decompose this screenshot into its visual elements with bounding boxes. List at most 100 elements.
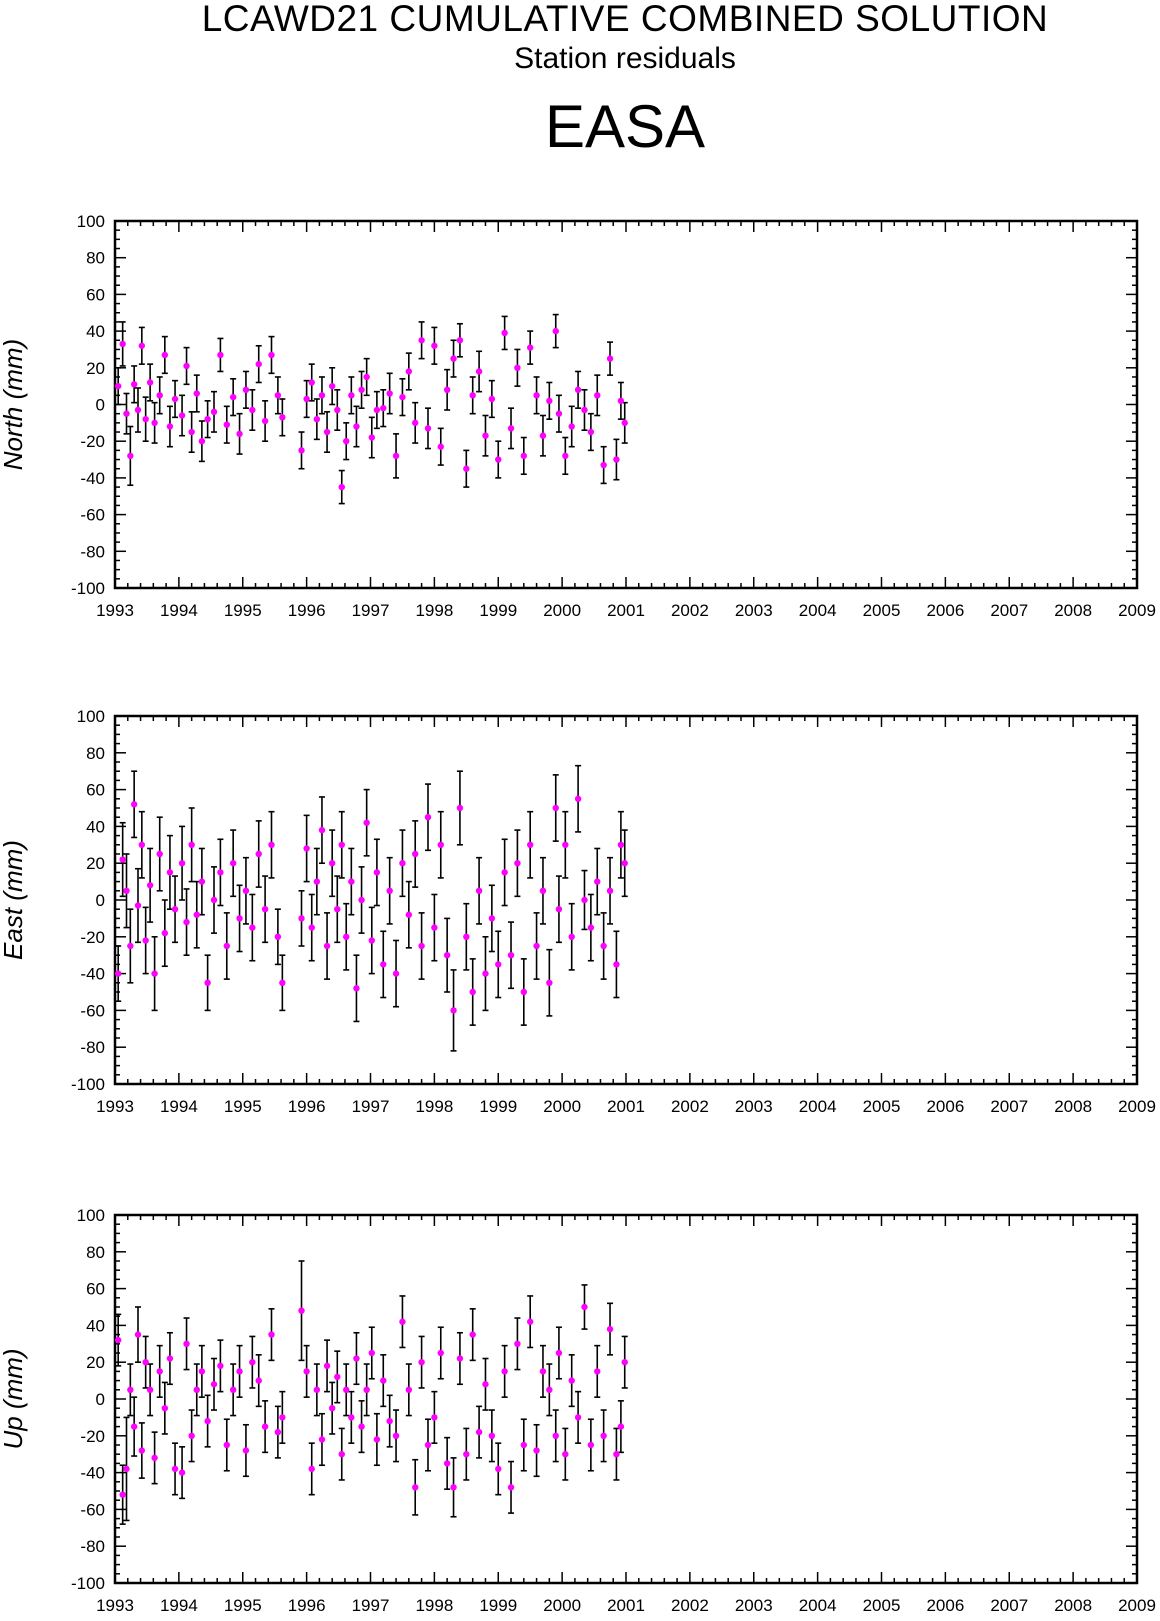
data-point (495, 456, 502, 463)
data-point (166, 1355, 174, 1362)
x-tick-label: 1995 (224, 1596, 262, 1615)
data-point (217, 351, 224, 359)
y-tick-label: -60 (80, 1500, 105, 1519)
data-point (418, 942, 425, 950)
data-point (142, 1359, 149, 1366)
data-point (533, 392, 540, 399)
data-point (621, 1359, 628, 1366)
data-point (392, 1432, 400, 1440)
data-point (412, 850, 419, 858)
data-point (463, 1451, 470, 1458)
data-point (193, 911, 200, 918)
data-point (303, 395, 310, 403)
data-point (348, 392, 355, 399)
data-point (363, 819, 370, 826)
data-point (386, 887, 393, 894)
data-point (501, 1368, 508, 1375)
data-point (161, 1405, 169, 1412)
data-point (127, 1386, 134, 1394)
y-tick-label: -100 (71, 1075, 105, 1094)
data-point (546, 1386, 553, 1394)
x-tick-label: 1995 (224, 601, 262, 620)
data-point (613, 456, 620, 463)
data-point (520, 1441, 527, 1449)
x-tick-label: 1998 (415, 1097, 453, 1116)
x-tick-label: 2009 (1118, 1596, 1156, 1615)
y-tick-label: 20 (86, 1353, 105, 1372)
data-point (334, 406, 341, 414)
data-point (161, 351, 169, 359)
data-point (539, 1368, 547, 1375)
data-point (171, 395, 179, 403)
data-point (268, 1331, 275, 1338)
y-tick-label: -40 (80, 469, 105, 488)
data-point (546, 397, 553, 405)
data-point (268, 351, 275, 359)
data-point (188, 1432, 195, 1440)
data-point (183, 918, 190, 926)
plot-frame (113, 219, 1139, 590)
up-panel: 100 80 60 40 20 0 -20 -40 -60 -80 -100 1993 1994 1995… (0, 1206, 1156, 1615)
data-point (127, 942, 134, 950)
x-tick-label: 2005 (863, 1097, 901, 1116)
x-tick-label: 2006 (926, 1596, 964, 1615)
y-tick-label: 100 (77, 212, 105, 231)
data-point (482, 970, 489, 977)
data-point (363, 373, 370, 381)
data-point (343, 1386, 350, 1394)
data-point (386, 1417, 393, 1425)
data-point (463, 465, 470, 472)
data-point (552, 327, 559, 335)
x-tick-label: 2003 (735, 601, 773, 620)
x-tick-label: 2005 (863, 601, 901, 620)
y-tick-label: 80 (86, 249, 105, 268)
data-point (183, 362, 190, 370)
data-point (469, 392, 476, 399)
data-point (298, 915, 305, 922)
data-point (353, 985, 360, 992)
data-point (431, 924, 438, 931)
data-point (358, 896, 365, 904)
data-point (562, 1451, 569, 1458)
data-point (338, 1451, 345, 1458)
data-point (138, 841, 146, 848)
data-point (210, 896, 218, 904)
x-tick-label: 1995 (224, 1097, 262, 1116)
data-point (546, 979, 553, 986)
x-tick-label: 2008 (1054, 1596, 1092, 1615)
data-point (443, 1460, 451, 1467)
data-point (431, 1414, 438, 1421)
data-point (166, 423, 174, 430)
data-point (574, 386, 582, 394)
data-point (279, 1414, 286, 1421)
data-point (418, 1359, 425, 1366)
x-tick-label: 1999 (479, 1596, 517, 1615)
x-tick-label: 1997 (352, 601, 390, 620)
y-tick-label: 60 (86, 781, 105, 800)
data-point (151, 419, 158, 427)
data-point (568, 1377, 575, 1384)
data-point (482, 1381, 489, 1388)
x-tick-label: 2002 (671, 601, 709, 620)
data-point (223, 1441, 230, 1449)
data-point (255, 360, 262, 368)
y-axis-label: North (mm) (0, 339, 28, 470)
data-point (456, 804, 464, 812)
x-tick-label: 1993 (96, 1097, 134, 1116)
data-point (338, 483, 345, 491)
data-point (114, 970, 122, 977)
x-tick-label: 2004 (799, 1596, 837, 1615)
data-point (223, 942, 230, 950)
x-tick-label: 2004 (799, 1097, 837, 1116)
data-point (123, 887, 130, 894)
data-point (183, 1340, 190, 1348)
data-point (274, 1428, 282, 1436)
x-tick-label: 1998 (415, 1596, 453, 1615)
data-point (178, 1469, 186, 1476)
data-point (399, 1318, 406, 1325)
data-point (308, 924, 315, 931)
data-point (555, 1349, 563, 1357)
data-point (581, 1303, 588, 1311)
data-point (587, 924, 595, 931)
data-point (358, 386, 365, 394)
